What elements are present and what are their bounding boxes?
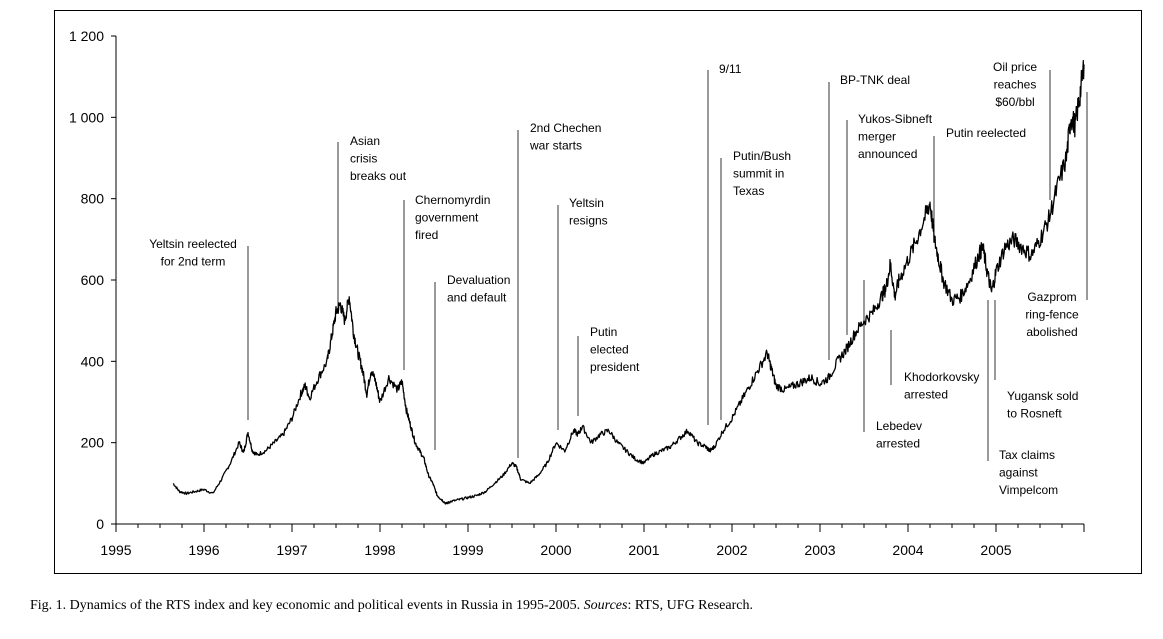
annotation-label-line: war starts (529, 139, 582, 153)
annotation-label: Tax claims against Vimpelcom (999, 448, 1058, 497)
annotation-label-line: Putin reelected (946, 126, 1026, 140)
annotation-label-line: Gazprom (1027, 290, 1076, 304)
x-tick-label: 2003 (804, 542, 835, 558)
rts-index-chart: 0 200 400 600 800 1 000 1 200 1995 1996 1997 1998 1… (69, 28, 1088, 558)
y-tick-label: 200 (81, 435, 105, 451)
annotation-label: 9/11 (719, 62, 742, 76)
annotation-label-line: summit in (733, 167, 784, 181)
annotation-label-line: resigns (569, 214, 608, 228)
caption-sources-text: : RTS, UFG Research. (627, 598, 753, 613)
y-tick-label: 600 (81, 272, 105, 288)
annotations-group: Yeltsin reelected for 2nd term Asian crisis… (149, 60, 1088, 497)
y-tick-label: 0 (96, 516, 104, 532)
annotation-label-line: Tax claims (999, 448, 1055, 462)
axes: 0 200 400 600 800 1 000 1 200 1995 1996 1997 1998 1… (69, 28, 1085, 558)
annotation-label: Putin elected president (590, 325, 640, 374)
annotation-label: BP-TNK deal (840, 73, 910, 87)
x-tick-label: 2001 (628, 542, 659, 558)
annotation-label-line: Chernomyrdin (415, 193, 490, 207)
y-tick-label: 400 (81, 353, 105, 369)
annotation-label-line: crisis (350, 152, 377, 166)
annotation-label-line: Khodorkovsky (904, 370, 979, 384)
y-tick-label: 1 000 (69, 109, 104, 125)
series-group (172, 60, 1085, 505)
annotation-label: Khodorkovsky arrested (904, 370, 979, 402)
x-tick-label: 1996 (188, 542, 219, 558)
annotation-label: Lebedev arrested (876, 419, 922, 451)
annotation-label-line: 2nd Chechen (530, 121, 601, 135)
annotation-label: 2nd Chechen war starts (529, 121, 601, 153)
y-tick-label: 1 200 (69, 28, 104, 44)
annotation-label-line: for 2nd term (161, 255, 226, 269)
y-tick-label: 800 (81, 191, 105, 207)
annotation-label-line: president (590, 360, 640, 374)
annotation-label-line: arrested (876, 437, 920, 451)
annotation-label-line: $60/bbl (995, 95, 1034, 109)
annotation-label-line: against (999, 466, 1038, 480)
annotation-label-line: Vimpelcom (999, 483, 1058, 497)
annotation-label-line: Putin (590, 325, 617, 339)
annotation-label-line: Texas (733, 184, 764, 198)
annotation-label-line: and default (447, 291, 507, 305)
annotation-label-line: Devaluation (447, 273, 510, 287)
annotation-label-line: reaches (994, 78, 1037, 92)
figure-caption: Fig. 1. Dynamics of the RTS index and ke… (30, 598, 1150, 614)
caption-lead: Fig. 1. Dynamics of the RTS index and ke… (30, 598, 581, 613)
annotation-label: Yugansk sold to Rosneft (1007, 389, 1078, 421)
annotation-label-line: announced (858, 147, 917, 161)
x-tick-label: 2000 (540, 542, 571, 558)
annotation-label-line: Yukos-Sibneft (858, 112, 933, 126)
annotation-label-line: to Rosneft (1007, 407, 1062, 421)
annotation-label: Oil price reaches $60/bbl (993, 60, 1037, 109)
annotation-label-line: Asian (350, 134, 380, 148)
x-tick-label: 1997 (276, 542, 307, 558)
annotation-label-line: Oil price (993, 60, 1037, 74)
x-tick-label: 2005 (980, 542, 1011, 558)
annotation-label-line: breaks out (350, 169, 407, 183)
annotation-label-line: Yeltsin reelected (149, 237, 237, 251)
annotation-label-line: Yeltsin (569, 196, 604, 210)
annotation-label-line: government (415, 211, 479, 225)
annotation-label-line: fired (415, 228, 438, 242)
annotation-label-line: merger (858, 130, 896, 144)
annotation-label-line: abolished (1026, 325, 1077, 339)
annotation-label-line: Lebedev (876, 419, 922, 433)
annotation-label-line: arrested (904, 388, 948, 402)
x-tick-label: 1999 (452, 542, 483, 558)
annotation-label: Yeltsin reelected for 2nd term (149, 237, 237, 269)
annotation-label: Putin reelected (946, 126, 1026, 140)
annotation-label: Yeltsin resigns (569, 196, 608, 228)
x-tick-label: 1998 (364, 542, 395, 558)
annotation-label: Gazprom ring-fence abolished (1025, 290, 1079, 339)
annotation-label-line: elected (590, 343, 629, 357)
caption-sources-label: Sources (583, 598, 628, 613)
annotation-label: Chernomyrdin government fired (415, 193, 490, 242)
x-tick-label: 1995 (100, 542, 131, 558)
series-line-rts-index (172, 60, 1085, 505)
annotation-label-line: BP-TNK deal (840, 73, 910, 87)
annotation-label-line: 9/11 (719, 62, 742, 76)
x-tick-label: 2004 (892, 542, 923, 558)
annotation-label: Devaluation and default (447, 273, 510, 305)
annotation-label: Asian crisis breaks out (350, 134, 407, 183)
annotation-label-line: ring-fence (1025, 308, 1079, 322)
annotation-label-line: Yugansk sold (1007, 389, 1078, 403)
annotation-label: Putin/Bush summit in Texas (733, 149, 791, 198)
annotation-label: Yukos-Sibneft merger announced (858, 112, 933, 161)
annotation-label-line: Putin/Bush (733, 149, 791, 163)
x-tick-label: 2002 (716, 542, 747, 558)
